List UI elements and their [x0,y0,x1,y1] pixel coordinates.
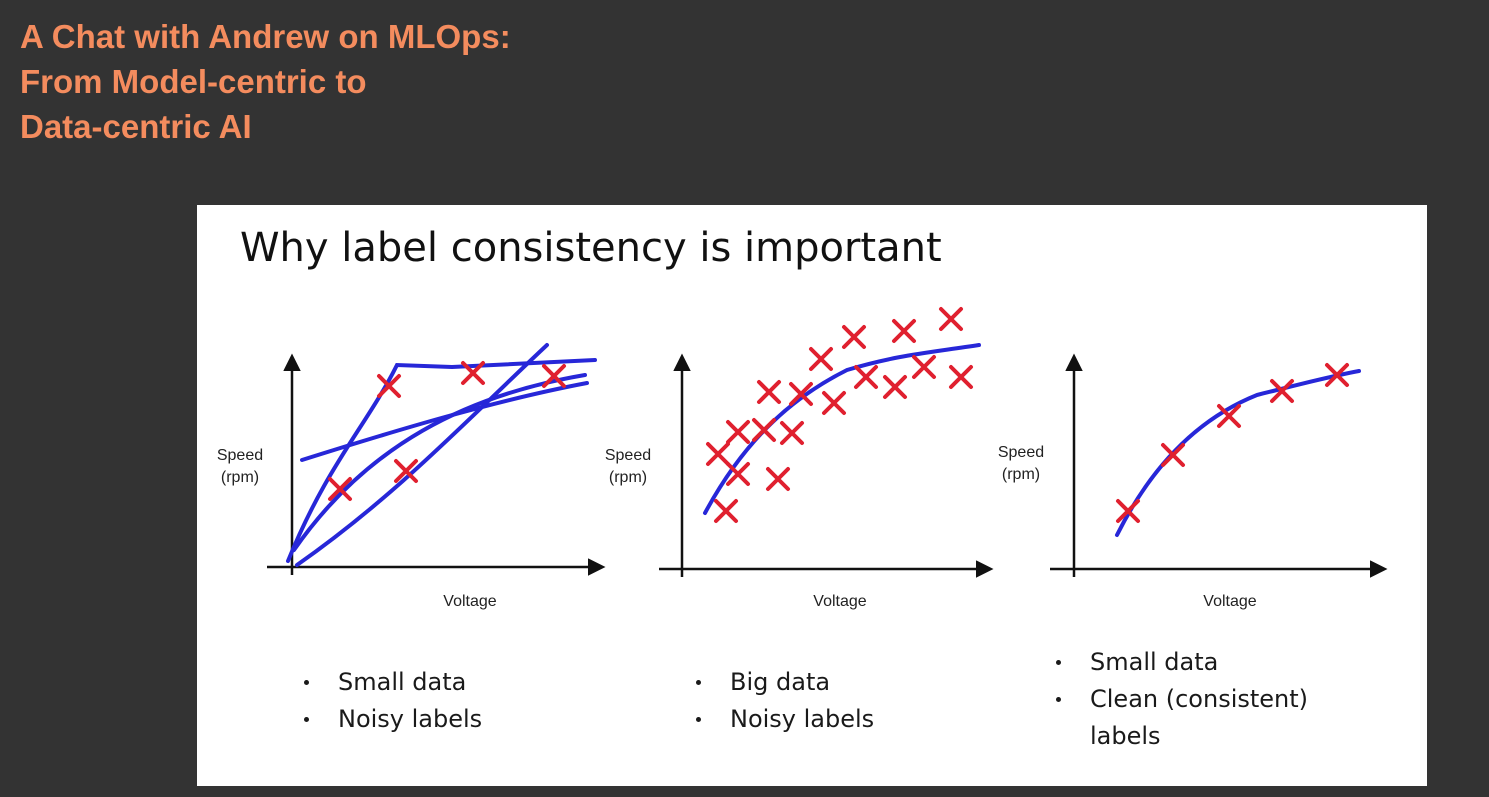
fit-curve-b [292,373,587,552]
data-marker [780,421,804,445]
data-marker [1161,443,1185,467]
bullet-item: Clean (consistent) labels [1052,681,1330,755]
data-marker [912,355,936,379]
data-marker [789,382,813,406]
data-marker [726,420,750,444]
data-marker [842,325,866,349]
y-axis-label-line-2: (rpm) [221,469,259,486]
data-marker [1270,379,1294,403]
data-marker [328,477,352,501]
x-axis-label: Voltage [1203,593,1256,610]
y-axis-label-line-1: Speed [605,447,651,464]
data-marker [726,462,750,486]
y-axis-label-line-1: Speed [998,444,1044,461]
data-marker [706,442,730,466]
bullet-item: Noisy labels [692,701,874,738]
y-axis-label-line-1: Speed [217,447,263,464]
plot-small-noisy: Speed (rpm) Voltage [217,343,606,610]
y-axis-label-line-2: (rpm) [1002,466,1040,483]
x-axis-label: Voltage [443,593,496,610]
data-marker [461,361,485,385]
bullet-item: Noisy labels [300,701,482,738]
x-axis-label: Voltage [813,593,866,610]
bullet-item: Small data [1052,644,1330,681]
data-marker [1325,363,1349,387]
talk-title-line-3: Data-centric AI [20,108,252,145]
data-marker [714,499,738,523]
fit-curve-c [295,343,549,567]
data-marker [377,374,401,398]
plots-canvas: Speed (rpm) Voltage Speed (rpm) Voltage [217,307,1388,610]
fit-curve [1115,369,1361,537]
data-marker [757,380,781,404]
fit-curve [703,343,981,515]
plot-big-noisy: Speed (rpm) Voltage [605,307,994,610]
overfit-curve [286,358,597,563]
data-marker [809,347,833,371]
data-marker [854,365,878,389]
data-marker [892,319,916,343]
bullet-item: Small data [300,664,482,701]
slide-heading: Why label consistency is important [240,225,942,271]
data-marker [939,307,963,331]
data-marker [752,418,776,442]
data-marker [542,364,566,388]
data-marker [883,375,907,399]
data-marker [949,365,973,389]
data-marker [1217,404,1241,428]
data-marker [822,391,846,415]
panel-3-bullets: Small data Clean (consistent) labels [1052,644,1330,755]
plot-small-clean: Speed (rpm) Voltage [998,353,1388,610]
panel-2-bullets: Big data Noisy labels [692,664,874,738]
y-axis-label-line-2: (rpm) [609,469,647,486]
bullet-item: Big data [692,664,874,701]
talk-title-line-1: A Chat with Andrew on MLOps: [20,18,511,55]
panel-1-bullets: Small data Noisy labels [300,664,482,738]
fit-curve-a [300,381,589,462]
talk-title: A Chat with Andrew on MLOps: From Model-… [20,14,511,149]
presentation-slide: Why label consistency is important Speed… [197,205,1427,786]
data-marker [1116,499,1140,523]
data-marker [766,467,790,491]
talk-title-line-2: From Model-centric to [20,63,367,100]
data-marker [394,459,418,483]
